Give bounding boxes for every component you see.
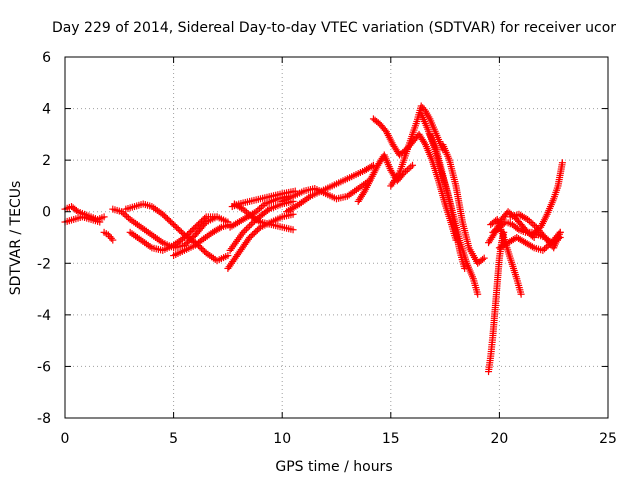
data-point <box>556 234 564 241</box>
data-point-fill <box>250 229 258 237</box>
y-tick-label: 4 <box>42 102 51 118</box>
data-point-fill <box>249 219 257 227</box>
data-point-fill <box>420 105 428 113</box>
data-point <box>109 236 117 244</box>
data-point <box>213 213 221 221</box>
data-point-fill <box>176 227 184 235</box>
data-point-fill <box>403 166 411 174</box>
data-point-fill <box>241 227 249 235</box>
data-point-fill <box>190 225 198 233</box>
x-tick-label: 25 <box>599 431 617 447</box>
data-point-fill <box>242 225 250 233</box>
data-point <box>170 221 178 229</box>
data-point <box>191 223 199 231</box>
data-point <box>96 218 104 226</box>
y-axis: -8 -6 -4 -2 0 2 4 6 <box>37 50 608 427</box>
x-axis: 0 5 10 15 20 25 <box>61 57 617 447</box>
x-tick-label: 0 <box>61 431 70 447</box>
data-point-fill <box>193 222 201 230</box>
data-point <box>289 210 297 218</box>
y-tick-label: 6 <box>42 50 51 66</box>
data-point-fill <box>163 215 171 223</box>
data-point-fill <box>199 246 207 254</box>
data-point-fill <box>121 211 129 219</box>
data-point-fill <box>123 212 131 220</box>
data-point-fill <box>107 234 115 242</box>
data-point-fill <box>253 226 261 234</box>
y-tick-label: -8 <box>37 411 51 427</box>
y-tick-label: -2 <box>37 256 51 272</box>
data-point <box>480 254 488 262</box>
data-point-fill <box>420 139 428 147</box>
y-tick-label: 0 <box>42 205 51 221</box>
data-point <box>246 234 254 241</box>
x-tick-label: 15 <box>382 431 400 447</box>
data-point <box>517 290 525 298</box>
data-point-fill <box>527 219 535 227</box>
data-point-fill <box>194 220 202 228</box>
data-point-fill <box>160 212 168 220</box>
data-point-fill <box>198 245 206 253</box>
data-point <box>100 213 108 221</box>
data-point-fill <box>187 228 195 236</box>
data-point <box>461 264 469 272</box>
data-point-fill <box>184 231 192 239</box>
data-point-fill <box>247 220 255 228</box>
data-points <box>61 102 566 376</box>
data-point-fill <box>255 225 263 233</box>
data-point-fill <box>196 219 204 227</box>
data-point-fill <box>252 228 260 236</box>
data-point-fill <box>166 218 174 226</box>
data-point-fill <box>168 219 176 227</box>
data-point <box>180 234 188 241</box>
x-tick-label: 5 <box>169 431 178 447</box>
data-point-fill <box>162 213 170 221</box>
data-point-fill <box>171 222 179 230</box>
data-point-fill <box>182 240 190 248</box>
y-axis-label: SDTVAR / TECUs <box>8 181 24 296</box>
y-tick-label: -6 <box>37 359 51 375</box>
data-point-fill <box>264 206 272 214</box>
data-point-fill <box>201 214 209 222</box>
y-tick-label: 2 <box>42 153 51 169</box>
grid-lines <box>65 57 608 418</box>
data-point <box>159 210 167 218</box>
data-point-fill <box>188 226 196 234</box>
data-point-fill <box>198 217 206 225</box>
data-point-fill <box>174 225 182 233</box>
data-point <box>224 252 232 260</box>
data-point <box>474 290 482 298</box>
data-point-fill <box>529 220 537 228</box>
data-point-fill <box>479 255 487 263</box>
data-point-fill <box>182 232 190 240</box>
data-point-fill <box>199 216 207 224</box>
data-point-fill <box>165 216 173 224</box>
data-point-fill <box>249 231 257 239</box>
data-point-fill <box>541 245 549 253</box>
data-point <box>289 226 297 234</box>
x-tick-label: 20 <box>490 431 508 447</box>
x-axis-label: GPS time / hours <box>275 459 392 475</box>
data-point <box>558 159 566 167</box>
data-point-fill <box>247 232 255 240</box>
data-point <box>409 161 417 169</box>
data-point-fill <box>513 224 521 232</box>
data-point-fill <box>72 206 80 214</box>
data-point-fill <box>360 189 368 197</box>
data-point <box>239 228 247 236</box>
data-point-fill <box>177 228 185 236</box>
data-point-fill <box>185 229 193 237</box>
chart-title: Day 229 of 2014, Sidereal Day-to-day VTE… <box>52 20 616 36</box>
data-point-fill <box>407 163 415 171</box>
plot-frame <box>64 56 609 419</box>
data-point-fill <box>246 222 254 230</box>
y-tick-label: -4 <box>37 308 51 324</box>
data-point-fill <box>244 224 252 232</box>
data-point-fill <box>173 224 181 232</box>
x-tick-label: 10 <box>273 431 291 447</box>
data-point-fill <box>405 164 413 172</box>
